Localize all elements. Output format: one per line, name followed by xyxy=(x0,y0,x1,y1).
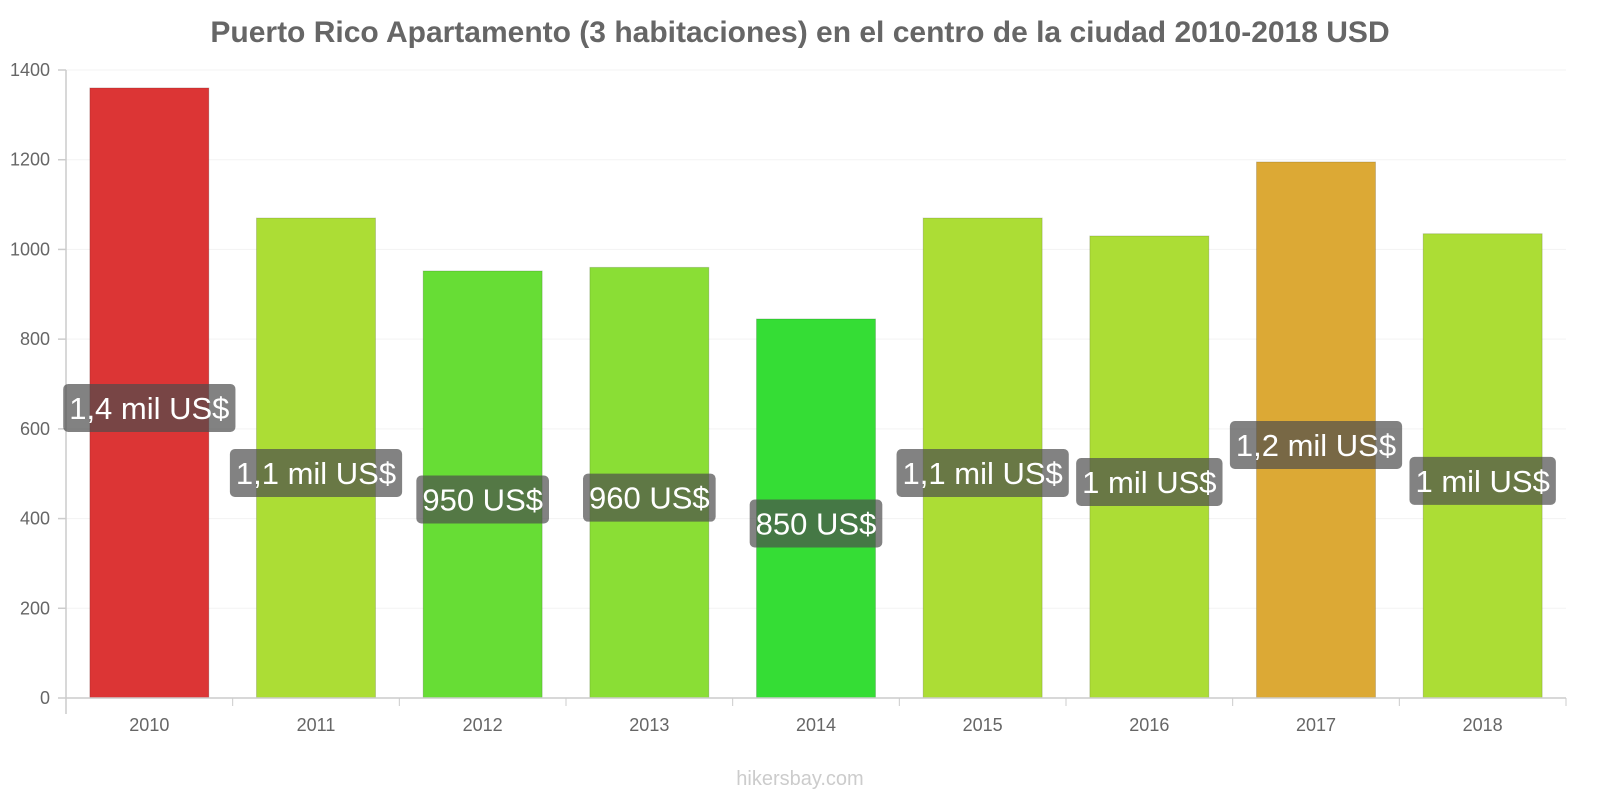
value-label-bg xyxy=(749,499,883,548)
y-tick-label: 400 xyxy=(20,509,50,529)
value-label-bg xyxy=(229,449,403,498)
value-label-bg xyxy=(583,473,716,522)
value-label-bg xyxy=(63,383,236,432)
x-tick-label: 2018 xyxy=(1463,715,1503,735)
value-label-bg xyxy=(1076,457,1223,506)
value-label-group: 1,4 mil US$ xyxy=(63,383,236,432)
y-tick-label: 1000 xyxy=(10,239,50,259)
x-tick-label: 2012 xyxy=(463,715,503,735)
x-tick-label: 2014 xyxy=(796,715,836,735)
value-label-group: 850 US$ xyxy=(749,499,883,548)
value-label-group: 960 US$ xyxy=(583,473,716,522)
y-tick-label: 1200 xyxy=(10,150,50,170)
value-label-bg xyxy=(416,475,549,524)
watermark: hikersbay.com xyxy=(736,768,864,790)
value-label-group: 1 mil US$ xyxy=(1076,457,1223,506)
y-tick-labels: 0 200 400 600 800 1000 1200 1400 xyxy=(10,60,50,708)
value-label-bg xyxy=(1409,456,1556,505)
value-label-group: 1,1 mil US$ xyxy=(896,449,1069,498)
value-label-group: 1,1 mil US$ xyxy=(229,449,403,498)
y-tick-label: 800 xyxy=(20,329,50,349)
y-tick-label: 200 xyxy=(20,598,50,618)
x-tick-label: 2013 xyxy=(629,715,669,735)
y-tick-label: 1400 xyxy=(10,60,50,80)
value-label-group: 1,2 mil US$ xyxy=(1229,420,1403,469)
y-tick-label: 0 xyxy=(40,688,50,708)
chart-title: Puerto Rico Apartamento (3 habitaciones)… xyxy=(210,16,1390,49)
value-label-bg xyxy=(896,449,1069,498)
value-label: 950 US$ xyxy=(422,482,543,517)
x-tick-label: 2015 xyxy=(963,715,1003,735)
value-label: 1,4 mil US$ xyxy=(69,391,229,426)
value-label: 1,1 mil US$ xyxy=(903,456,1063,491)
value-label-group: 1 mil US$ xyxy=(1409,456,1556,505)
value-label: 1 mil US$ xyxy=(1082,465,1216,500)
value-label-bg xyxy=(1229,420,1403,469)
value-labels: 1,4 mil US$1,1 mil US$950 US$ 960 US$850 … xyxy=(63,383,1556,548)
x-tick-labels: 2010 2011 2012 2013 2014 2015 2016 2017 2018 xyxy=(129,715,1502,735)
x-tick-label: 2010 xyxy=(129,715,169,735)
x-tick-label: 2011 xyxy=(297,715,336,735)
value-label: 960 US$ xyxy=(589,481,710,516)
value-label-group: 950 US$ xyxy=(416,475,549,524)
value-label: 850 US$ xyxy=(756,506,877,541)
y-tick-label: 600 xyxy=(20,419,50,439)
value-label: 1 mil US$ xyxy=(1415,464,1549,499)
x-tick-label: 2017 xyxy=(1296,715,1336,735)
x-tick-label: 2016 xyxy=(1129,715,1169,735)
value-label: 1,1 mil US$ xyxy=(236,456,396,491)
value-label: 1,2 mil US$ xyxy=(1236,428,1396,463)
bars xyxy=(89,87,1543,699)
